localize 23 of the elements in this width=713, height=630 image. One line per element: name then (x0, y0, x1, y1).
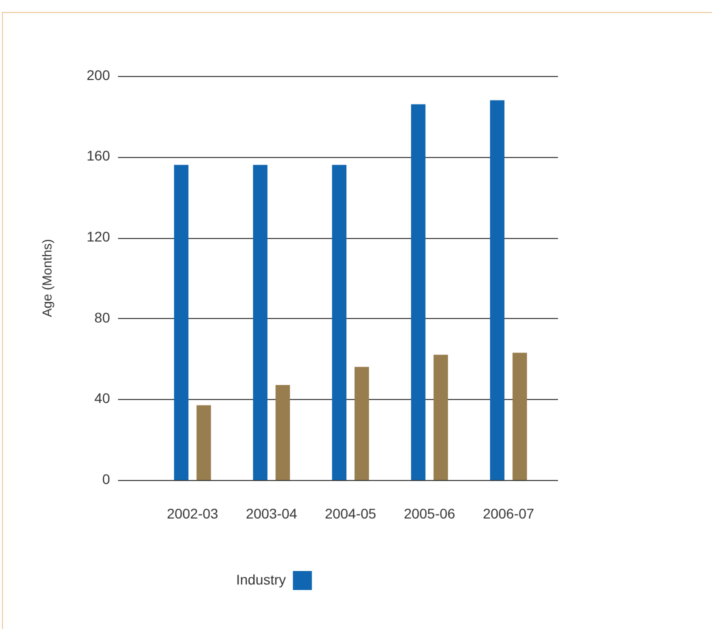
bar (253, 164, 268, 480)
y-tick-label: 40 (94, 390, 110, 406)
bar (332, 164, 346, 480)
bar (512, 352, 527, 480)
y-axis-title: Age (Months) (39, 238, 54, 318)
bar (174, 164, 188, 480)
bar (490, 100, 504, 480)
y-tick-label: 160 (86, 148, 110, 164)
bar (411, 104, 426, 480)
legend-label: Industry (236, 571, 286, 588)
x-tick-label: 2002-03 (166, 505, 218, 522)
bar (196, 405, 211, 480)
y-tick-label: 80 (94, 309, 110, 326)
x-tick-label: 2004-05 (324, 505, 376, 522)
y-tick-label: 200 (86, 66, 110, 83)
bar (434, 354, 448, 480)
bar (354, 366, 369, 480)
y-tick-label: 120 (86, 228, 110, 244)
bar (276, 385, 290, 480)
x-tick-label: 2005-06 (404, 505, 456, 522)
y-tick-label: 0 (102, 470, 110, 487)
x-tick-label: 2006-07 (482, 505, 534, 522)
x-tick-label: 2003-04 (246, 505, 298, 522)
